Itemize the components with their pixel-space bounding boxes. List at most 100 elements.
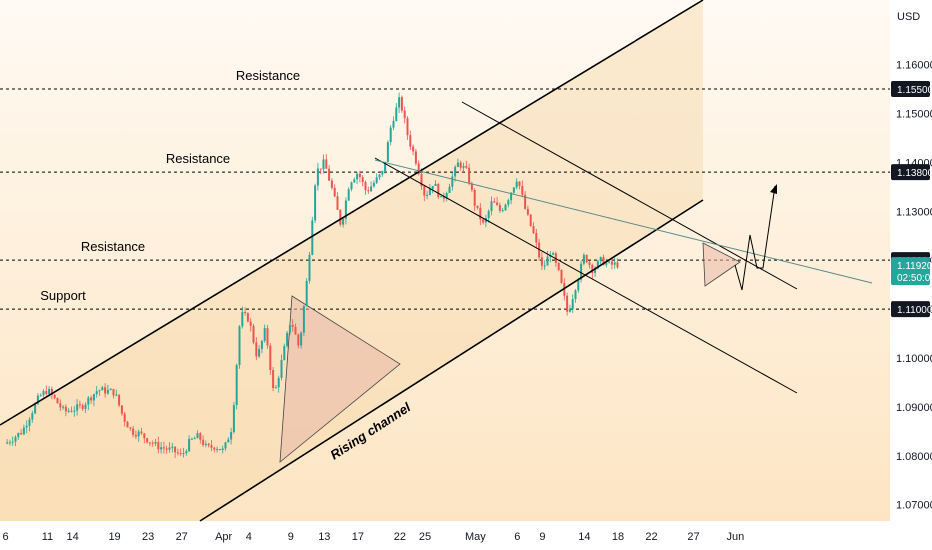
candle-body xyxy=(76,404,79,411)
candle-body xyxy=(255,342,258,357)
x-tick-label: 22 xyxy=(394,531,406,543)
candle-body xyxy=(269,345,272,371)
candle-body xyxy=(168,447,171,450)
support-label: Support xyxy=(40,288,86,303)
candle-body xyxy=(126,421,129,428)
candle-body xyxy=(277,377,280,388)
candle-body xyxy=(414,151,417,164)
current-price-tag: 1.11920 02:50:03 xyxy=(891,257,932,286)
candle-body xyxy=(333,187,336,197)
candle-body xyxy=(381,171,384,175)
candle-body xyxy=(342,218,345,225)
candle-body xyxy=(510,192,513,201)
y-tick-label: 1.10000 xyxy=(896,353,932,365)
candle-body xyxy=(59,403,62,408)
candle-body xyxy=(560,269,563,284)
candle-body xyxy=(504,204,507,211)
candle-body xyxy=(216,449,219,451)
candle-body xyxy=(95,391,98,395)
candle-body xyxy=(11,441,14,443)
candle-body xyxy=(50,388,53,395)
candle-body xyxy=(188,438,191,452)
resistance-label: Resistance xyxy=(166,151,230,166)
candle-body xyxy=(174,446,177,453)
candle-body xyxy=(442,195,445,199)
candle-body xyxy=(384,161,387,172)
candle-body xyxy=(101,387,104,391)
candle-body xyxy=(372,182,375,187)
candle-body xyxy=(280,360,283,378)
candle-countdown: 02:50:03 xyxy=(897,273,932,284)
candle-body xyxy=(45,391,48,395)
candle-body xyxy=(112,389,115,396)
y-tick-label: 1.16000 xyxy=(896,60,932,72)
candle-body xyxy=(532,226,535,233)
candle-body xyxy=(529,214,532,227)
candle-body xyxy=(132,428,135,435)
candle-body xyxy=(244,312,247,314)
candle-body xyxy=(286,332,289,347)
channel-upper-line xyxy=(0,0,704,426)
candle-body xyxy=(386,142,389,162)
y-tick-label: 1.08000 xyxy=(896,451,932,463)
candle-body xyxy=(451,176,454,187)
symmetrical-triangle-pattern xyxy=(279,295,401,463)
candle-body xyxy=(392,121,395,128)
candle-body xyxy=(272,370,275,389)
candle-body xyxy=(241,312,244,327)
level-tag-value: 1.11000 xyxy=(897,305,932,316)
candle-body xyxy=(400,97,403,111)
candle-body xyxy=(316,168,319,186)
candle-body xyxy=(448,186,451,193)
candle-body xyxy=(462,166,465,168)
candle-body xyxy=(258,349,261,357)
candle-body xyxy=(456,162,459,167)
candle-body xyxy=(28,419,31,426)
candle-body xyxy=(185,451,188,454)
candle-body xyxy=(288,324,291,333)
candle-body xyxy=(291,324,294,327)
candle-body xyxy=(207,443,210,446)
candle-body xyxy=(221,448,224,451)
candle-body xyxy=(87,397,90,405)
candle-body xyxy=(330,180,333,188)
candle-body xyxy=(325,159,328,169)
x-tick-label: 6 xyxy=(514,531,520,543)
candle-body xyxy=(420,174,423,187)
candle-body xyxy=(554,253,557,263)
x-tick-label: Jun xyxy=(727,531,745,543)
candle-body xyxy=(294,326,297,335)
resistance-label: Resistance xyxy=(81,239,145,254)
candle-body xyxy=(596,261,599,269)
x-tick-label: 23 xyxy=(142,531,154,543)
candle-body xyxy=(134,434,137,437)
candle-body xyxy=(591,264,594,273)
candle-body xyxy=(104,387,107,394)
candle-body xyxy=(538,242,541,258)
candle-body xyxy=(364,182,367,191)
x-tick-label: 18 xyxy=(612,531,624,543)
candle-body xyxy=(557,262,560,270)
candle-body xyxy=(356,173,359,180)
candle-body xyxy=(193,438,196,440)
candle-body xyxy=(165,448,168,450)
candle-body xyxy=(599,257,602,262)
candle-body xyxy=(403,110,406,119)
candle-body xyxy=(140,431,143,434)
candle-body xyxy=(232,405,235,433)
candle-body xyxy=(123,413,126,422)
candle-body xyxy=(8,442,11,444)
candle-body xyxy=(98,390,101,392)
candle-body xyxy=(459,162,462,168)
level-tag-value: 1.15500 xyxy=(897,85,932,96)
candle-body xyxy=(440,195,443,198)
y-tick-label: 1.07000 xyxy=(896,500,932,512)
candle-body xyxy=(476,205,479,208)
x-tick-label: 25 xyxy=(419,531,431,543)
candle-body xyxy=(546,256,549,266)
candle-body xyxy=(479,207,482,220)
candle-body xyxy=(196,433,199,439)
candle-body xyxy=(263,328,266,341)
x-tick-label: 9 xyxy=(539,531,545,543)
